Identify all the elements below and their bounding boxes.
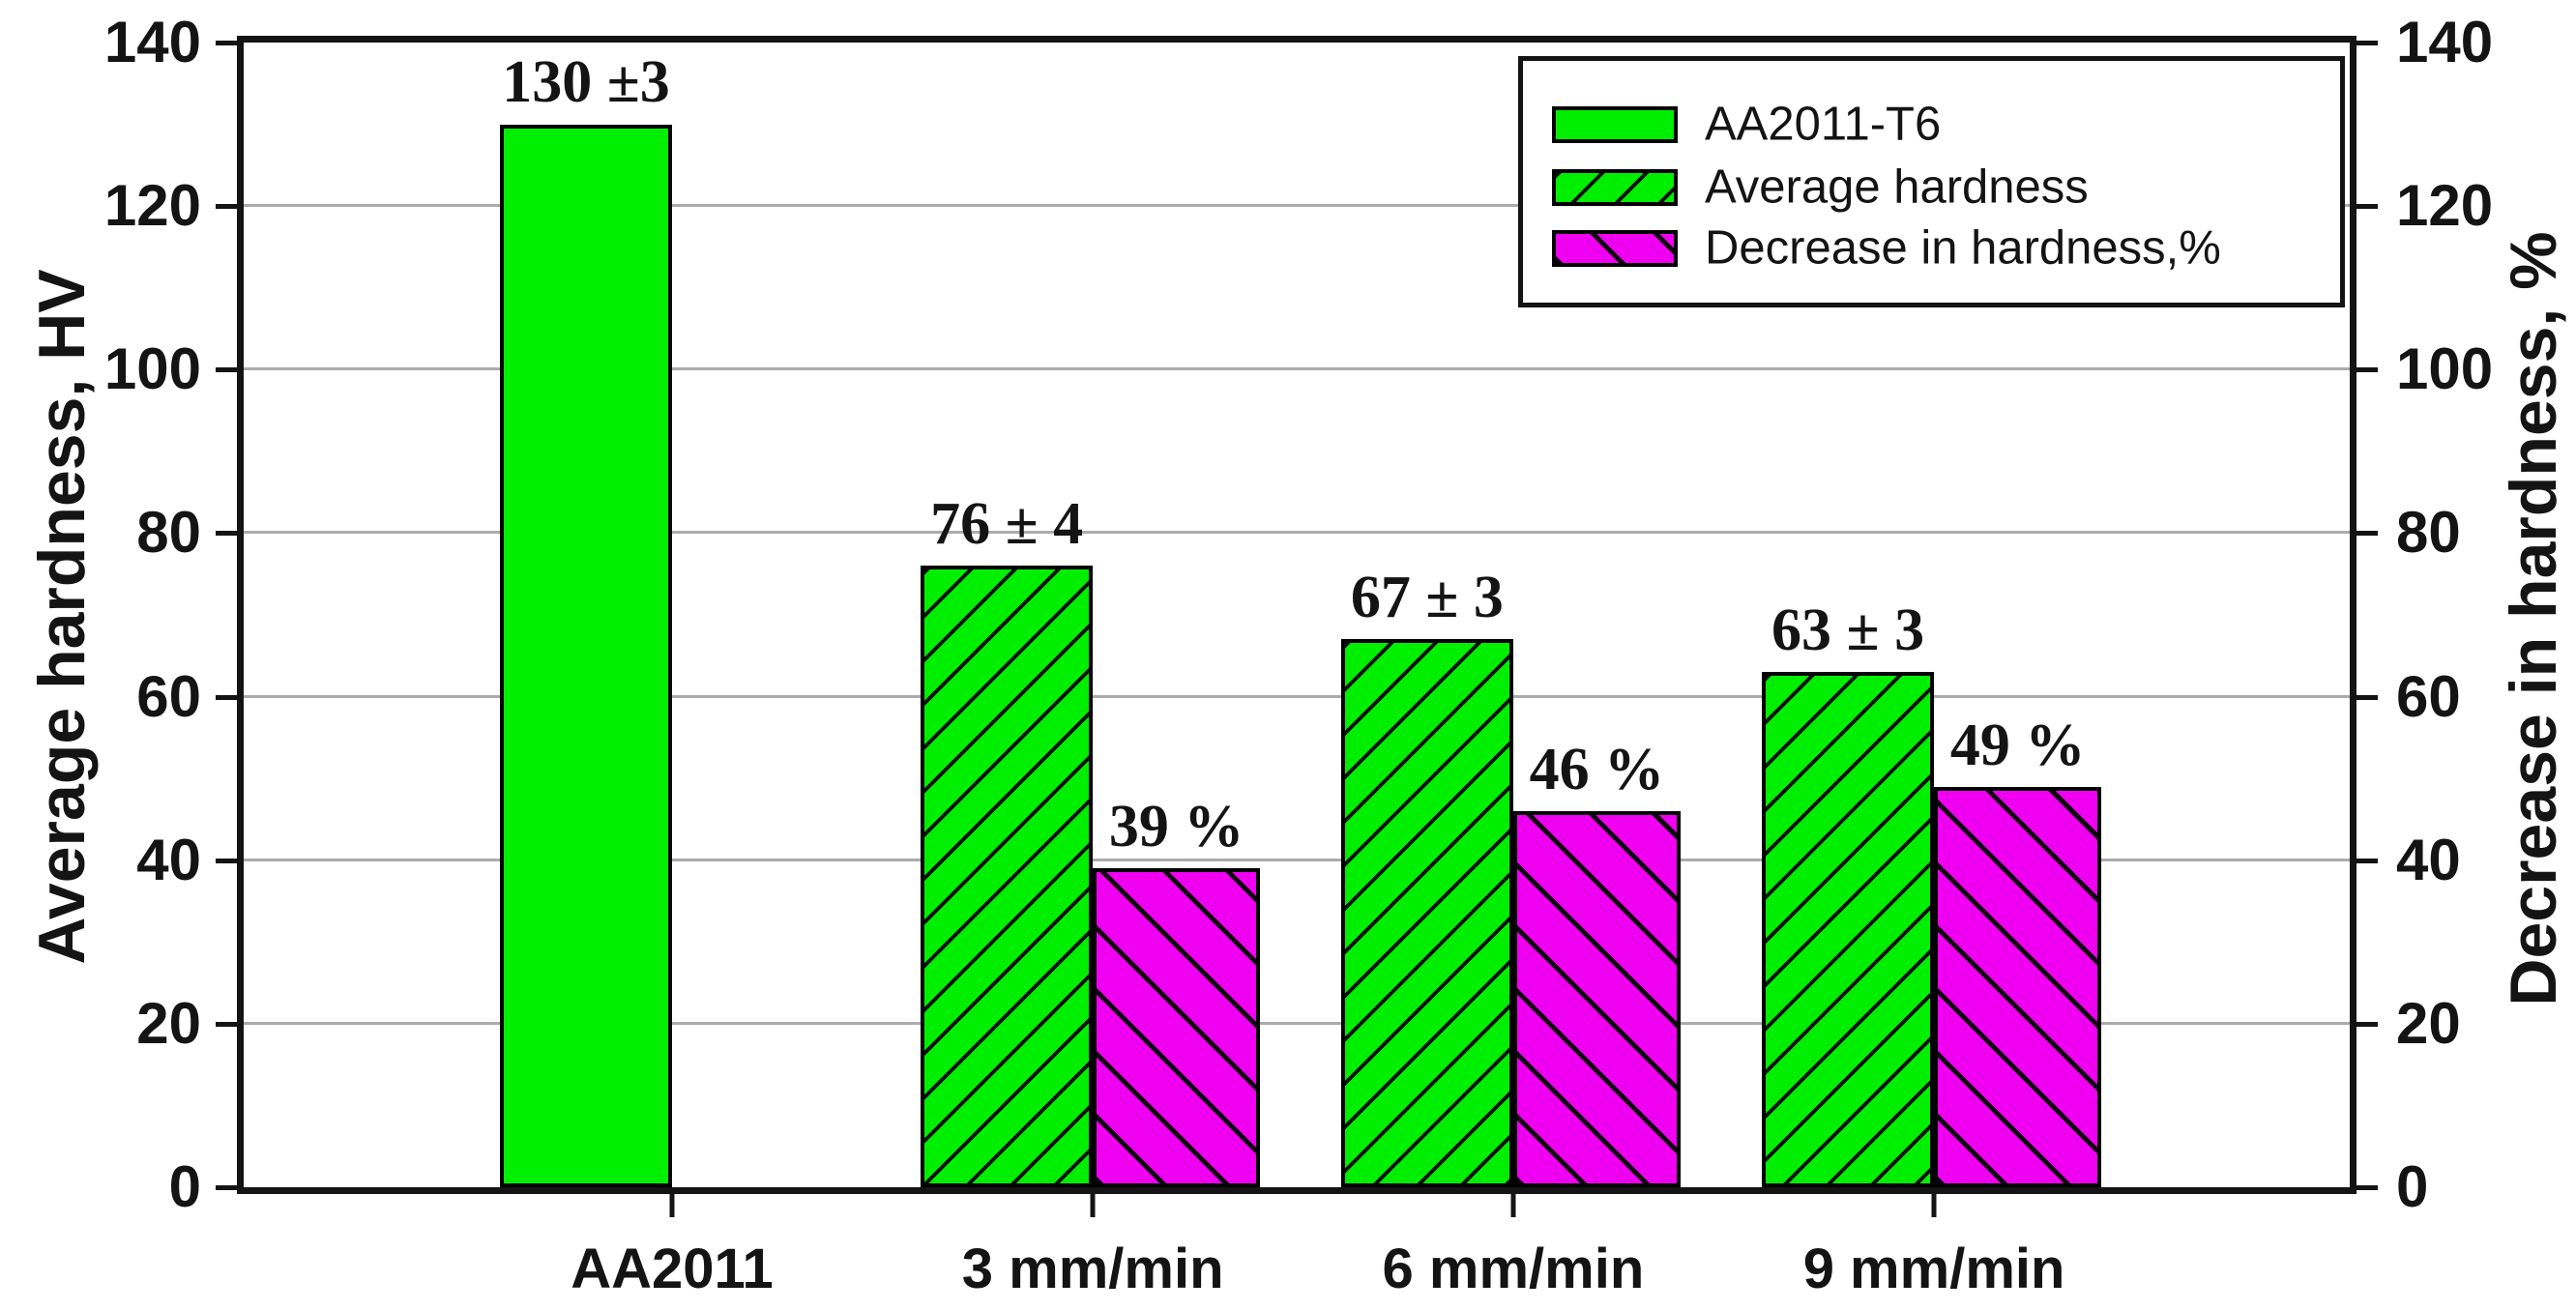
left-axis-tick-60 [216, 694, 237, 700]
left-axis-tick-140 [216, 41, 237, 45]
right-axis-tick-120 [2356, 204, 2378, 210]
left-axis-tick-label-120: 120 [103, 173, 201, 239]
x-axis-tick-3 [1931, 1194, 1937, 1217]
x-axis-label-1: 3 mm/min [961, 1238, 1224, 1300]
bar-value-label-green-1: 76 ± 4 [930, 491, 1084, 558]
bar-value-label-green-0: 130 ±3 [502, 49, 670, 116]
left-axis-tick-label-80: 80 [136, 500, 201, 566]
right-axis-tick-label-60: 60 [2396, 663, 2461, 729]
x-axis-tick-2 [1510, 1194, 1516, 1217]
left-axis-tick-80 [216, 531, 237, 537]
left-axis-tick-40 [216, 858, 237, 863]
x-axis-tick-1 [1090, 1194, 1096, 1217]
right-axis-tick-label-100: 100 [2396, 336, 2494, 402]
right-axis-tick-label-80: 80 [2396, 500, 2461, 566]
gridline-80 [244, 531, 2350, 535]
legend-swatch-solid-green [1552, 106, 1678, 143]
bar-magenta-3 [1934, 786, 2102, 1187]
bar-value-label-green-3: 63 ± 3 [1771, 597, 1925, 664]
bar-green-0 [500, 124, 672, 1187]
bar-magenta-1 [1093, 868, 1261, 1187]
bar-green-3 [1762, 672, 1935, 1187]
bar-value-label-magenta-1: 39 % [1108, 794, 1244, 860]
right-axis-tick-label-120: 120 [2396, 173, 2494, 239]
right-axis-title: Decrease in hardness, % [2497, 231, 2570, 1006]
right-axis-tick-label-40: 40 [2396, 827, 2461, 892]
left-axis-tick-label-40: 40 [136, 827, 201, 892]
left-axis-title: Average hardness, HV [25, 269, 99, 965]
bar-value-label-magenta-2: 46 % [1529, 736, 1665, 802]
gridline-20 [244, 1021, 2350, 1025]
left-axis-tick-label-140: 140 [103, 10, 201, 74]
gridline-60 [244, 694, 2350, 698]
gridline-120 [244, 204, 2350, 208]
left-axis-tick-label-20: 20 [136, 990, 201, 1056]
x-axis-label-3: 9 mm/min [1802, 1238, 2065, 1300]
plot-area: 0 20 40 60 80 100 120 140 0 20 40 60 80 100 120 140 AA20… [104, 14, 2493, 1297]
bar-magenta-2 [1512, 810, 1681, 1187]
left-axis-tick-label-100: 100 [103, 336, 201, 402]
legend-label: Average hardness [1705, 160, 2089, 214]
left-axis-tick-label-0: 0 [168, 1154, 201, 1219]
right-axis-tick-20 [2356, 1021, 2378, 1027]
left-axis-tick-0 [216, 1185, 237, 1190]
bar-green-2 [1340, 639, 1513, 1187]
right-axis-tick-0 [2356, 1185, 2378, 1190]
legend-box: AA2011-T6 Average hardness Decrease in h… [1518, 56, 2345, 307]
right-axis-tick-140 [2356, 41, 2378, 45]
legend-swatch-hatched-magenta [1552, 230, 1678, 267]
right-axis-tick-100 [2356, 367, 2378, 373]
left-axis-tick-label-60: 60 [136, 663, 201, 729]
left-axis-tick-100 [216, 367, 237, 373]
x-axis-tick-0 [669, 1194, 675, 1217]
x-axis-label-2: 6 mm/min [1382, 1238, 1645, 1300]
right-axis-tick-label-20: 20 [2396, 990, 2461, 1056]
gridline-100 [244, 367, 2350, 371]
bar-value-label-green-2: 67 ± 3 [1350, 565, 1504, 631]
legend-swatch-hatched-green [1552, 169, 1678, 206]
gridline-40 [244, 858, 2350, 861]
left-axis-tick-120 [216, 204, 237, 210]
right-axis-tick-80 [2356, 531, 2378, 537]
bar-green-1 [921, 566, 1094, 1187]
legend-label: Decrease in hardness,% [1705, 221, 2221, 275]
left-axis-tick-20 [216, 1021, 237, 1027]
right-axis-tick-label-0: 0 [2396, 1154, 2429, 1219]
legend-label: AA2011-T6 [1705, 98, 1942, 151]
x-axis-label-0: AA2011 [571, 1238, 774, 1300]
right-axis-tick-40 [2356, 858, 2378, 863]
right-axis-tick-label-140: 140 [2396, 10, 2494, 74]
right-axis-tick-60 [2356, 694, 2378, 700]
bar-value-label-magenta-3: 49 % [1949, 712, 2086, 778]
